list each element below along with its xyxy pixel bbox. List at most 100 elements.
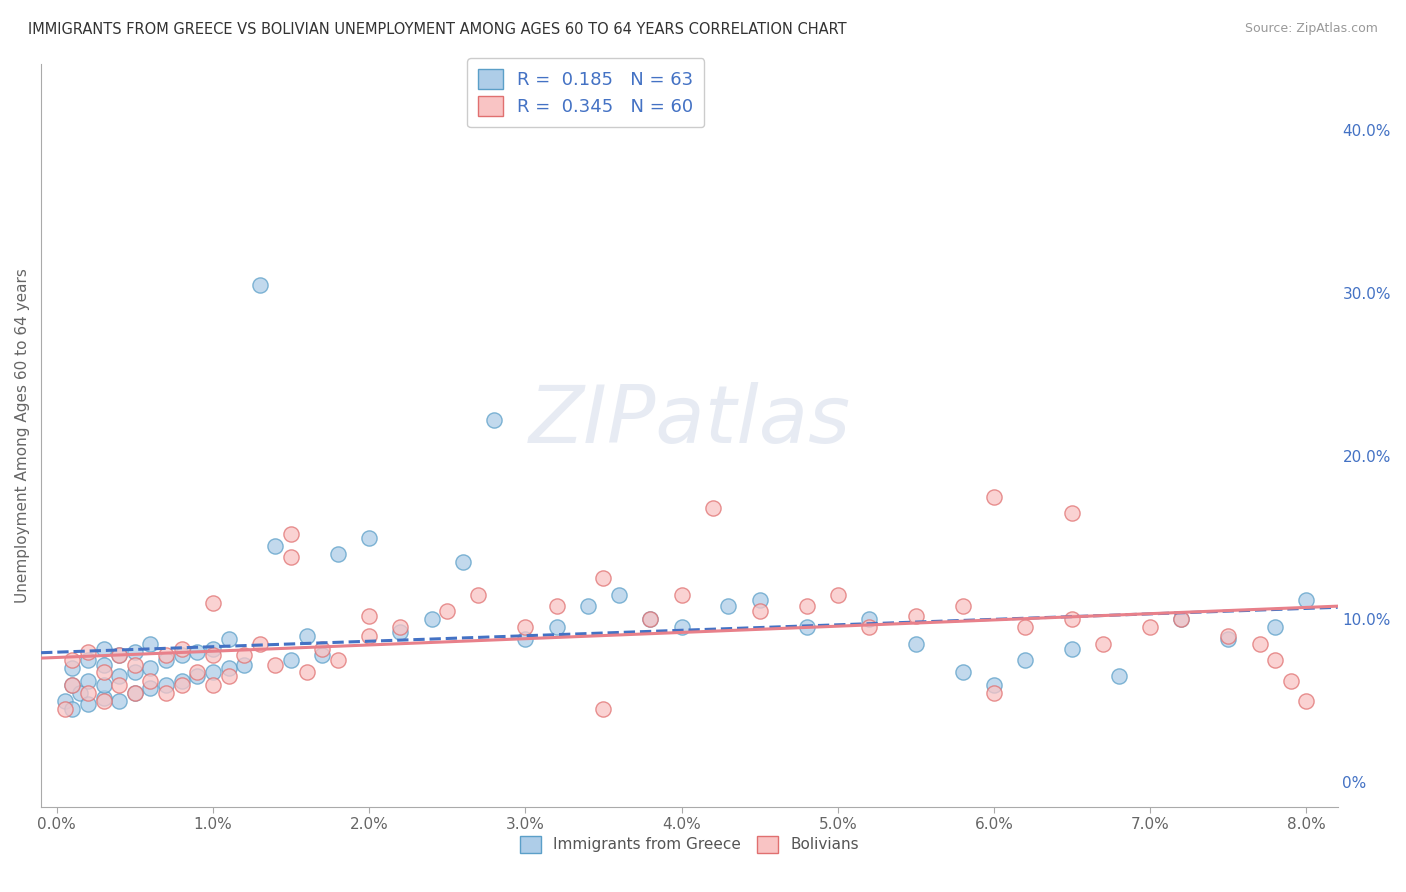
Point	[952, 665, 974, 679]
Point	[1014, 620, 1036, 634]
Point	[93, 641, 115, 656]
Point	[93, 677, 115, 691]
Point	[77, 697, 100, 711]
Point	[124, 657, 146, 672]
Point	[671, 620, 693, 634]
Point	[1062, 506, 1084, 520]
Point	[124, 665, 146, 679]
Y-axis label: Unemployment Among Ages 60 to 64 years: Unemployment Among Ages 60 to 64 years	[15, 268, 30, 603]
Point	[124, 645, 146, 659]
Point	[467, 588, 489, 602]
Point	[60, 677, 83, 691]
Text: ZIPatlas: ZIPatlas	[529, 382, 851, 459]
Point	[155, 677, 177, 691]
Point	[904, 609, 927, 624]
Point	[218, 669, 240, 683]
Point	[249, 277, 271, 292]
Point	[53, 702, 76, 716]
Point	[108, 669, 131, 683]
Point	[139, 637, 162, 651]
Point	[546, 620, 568, 634]
Point	[1295, 694, 1317, 708]
Point	[858, 612, 880, 626]
Point	[280, 653, 302, 667]
Point	[983, 490, 1005, 504]
Point	[124, 686, 146, 700]
Point	[983, 677, 1005, 691]
Point	[93, 690, 115, 705]
Point	[295, 665, 318, 679]
Point	[155, 686, 177, 700]
Point	[607, 588, 630, 602]
Legend: R =  0.185   N = 63, R =  0.345   N = 60: R = 0.185 N = 63, R = 0.345 N = 60	[467, 59, 704, 128]
Point	[155, 648, 177, 663]
Point	[451, 555, 474, 569]
Point	[1170, 612, 1192, 626]
Point	[60, 661, 83, 675]
Point	[1264, 653, 1286, 667]
Point	[201, 665, 224, 679]
Point	[139, 661, 162, 675]
Point	[53, 694, 76, 708]
Point	[60, 677, 83, 691]
Point	[93, 694, 115, 708]
Point	[389, 620, 412, 634]
Point	[717, 599, 740, 614]
Point	[436, 604, 458, 618]
Point	[201, 596, 224, 610]
Point	[640, 612, 662, 626]
Point	[233, 648, 256, 663]
Point	[827, 588, 849, 602]
Point	[139, 681, 162, 695]
Point	[108, 677, 131, 691]
Point	[671, 588, 693, 602]
Point	[1295, 592, 1317, 607]
Point	[108, 648, 131, 663]
Point	[904, 637, 927, 651]
Point	[186, 669, 208, 683]
Point	[249, 637, 271, 651]
Point	[170, 641, 193, 656]
Point	[108, 648, 131, 663]
Point	[69, 686, 91, 700]
Point	[186, 665, 208, 679]
Point	[748, 604, 770, 618]
Point	[576, 599, 599, 614]
Point	[201, 677, 224, 691]
Point	[546, 599, 568, 614]
Point	[295, 629, 318, 643]
Point	[124, 686, 146, 700]
Point	[748, 592, 770, 607]
Point	[186, 645, 208, 659]
Point	[170, 674, 193, 689]
Point	[77, 674, 100, 689]
Point	[170, 677, 193, 691]
Point	[1062, 612, 1084, 626]
Point	[60, 702, 83, 716]
Point	[139, 674, 162, 689]
Point	[515, 620, 537, 634]
Point	[170, 648, 193, 663]
Point	[108, 694, 131, 708]
Point	[280, 527, 302, 541]
Point	[60, 653, 83, 667]
Point	[201, 641, 224, 656]
Point	[326, 547, 349, 561]
Point	[420, 612, 443, 626]
Point	[983, 686, 1005, 700]
Point	[326, 653, 349, 667]
Point	[592, 572, 614, 586]
Point	[77, 653, 100, 667]
Point	[1062, 641, 1084, 656]
Point	[1218, 629, 1240, 643]
Point	[796, 599, 818, 614]
Point	[359, 531, 381, 545]
Point	[93, 657, 115, 672]
Point	[952, 599, 974, 614]
Point	[482, 413, 505, 427]
Point	[311, 648, 333, 663]
Point	[515, 632, 537, 646]
Point	[93, 665, 115, 679]
Point	[311, 641, 333, 656]
Point	[201, 648, 224, 663]
